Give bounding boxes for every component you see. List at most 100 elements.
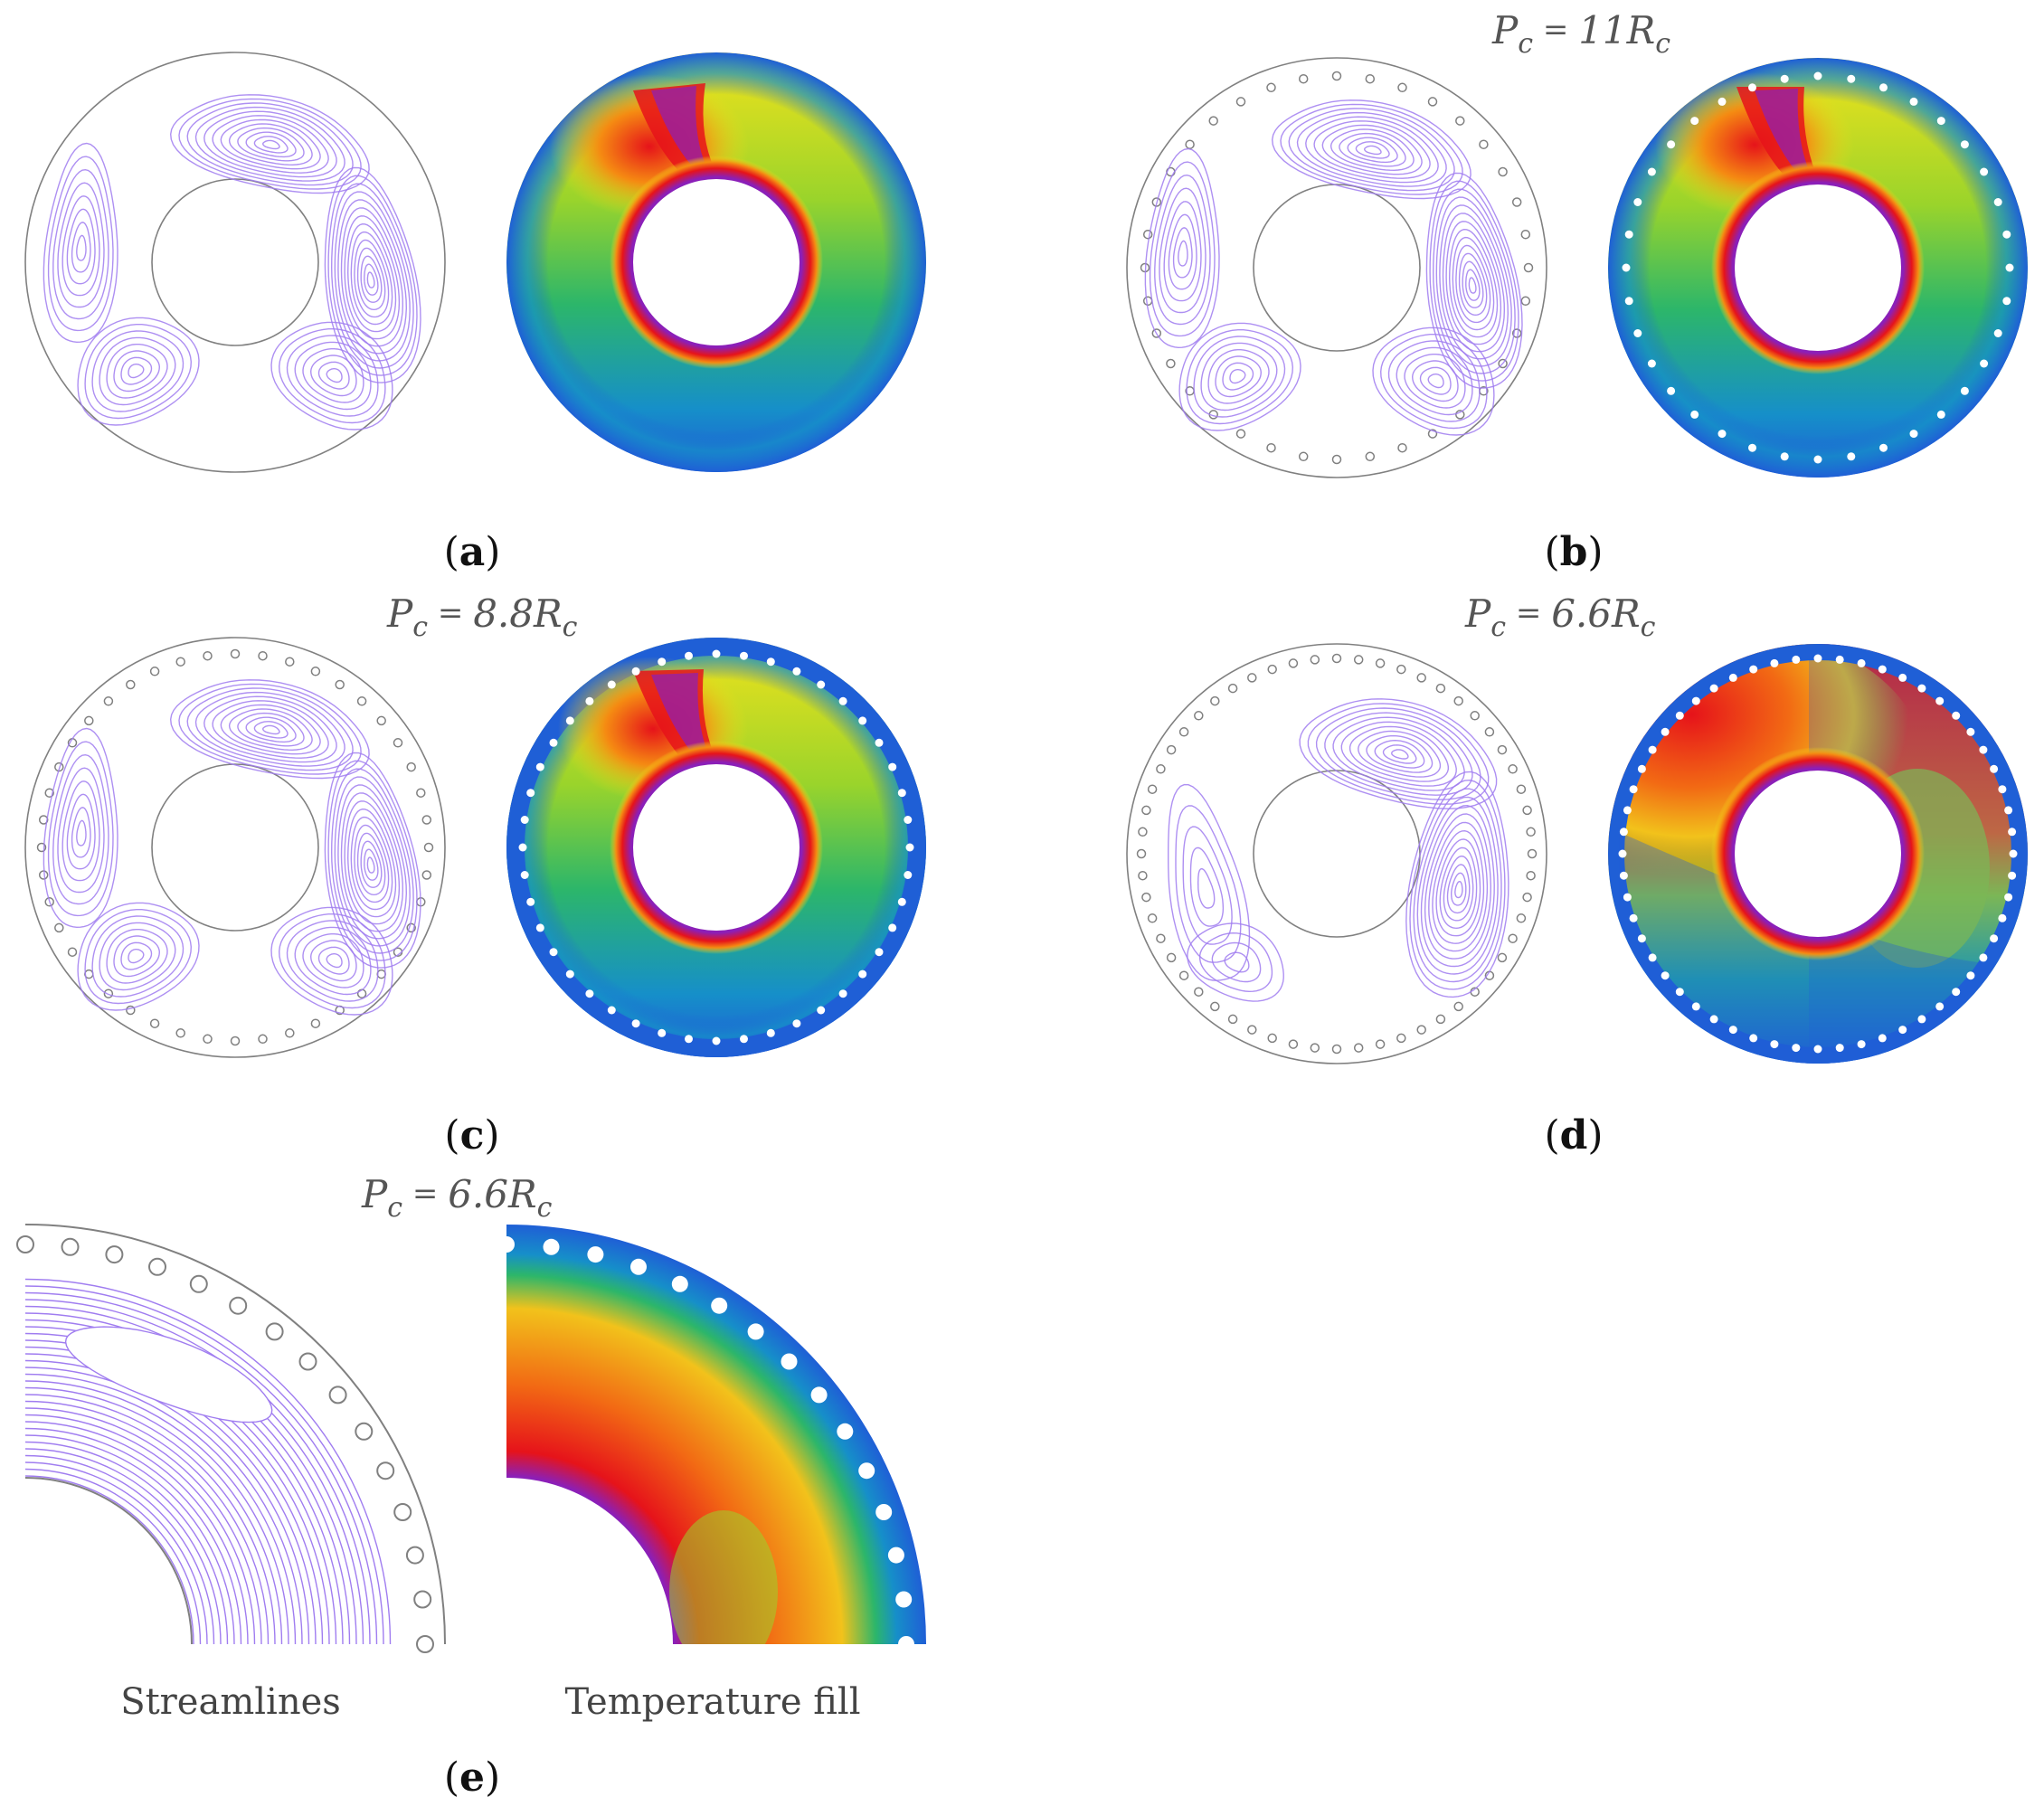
streamline: [66, 208, 96, 285]
pipe-hole: [1508, 933, 1518, 943]
pipe-hole: [858, 716, 867, 725]
pipe-hole: [1331, 653, 1342, 664]
streamline: [76, 234, 87, 261]
streamline: [1425, 172, 1523, 389]
inner-wall: [1253, 770, 1421, 938]
temperature-plot-c: [506, 638, 926, 1057]
pipe-hole: [1847, 74, 1856, 83]
pipe-hole: [1633, 198, 1642, 206]
pipe-hole: [1508, 764, 1518, 774]
pipe-hole: [858, 1462, 875, 1480]
pipe-hole: [203, 650, 213, 661]
pipe-hole: [712, 1036, 721, 1045]
pipe-hole: [1470, 711, 1480, 721]
pipe-hole: [1141, 892, 1151, 903]
streamline: [57, 182, 105, 308]
streamline: [1347, 137, 1398, 164]
streamline: [1321, 124, 1423, 175]
pipe-hole: [1690, 117, 1699, 126]
pipe-hole: [1878, 665, 1887, 674]
pipe-hole: [1235, 429, 1246, 439]
streamline: [84, 909, 193, 1005]
streamline-plot-d: [1126, 643, 1547, 1064]
pipe-hole: [520, 871, 529, 879]
streamline: [302, 348, 364, 403]
pipe-hole: [1516, 913, 1527, 923]
pipe-hole: [1709, 684, 1718, 693]
pipe-hole: [1166, 744, 1177, 755]
streamline: [360, 255, 383, 303]
streamline: [43, 142, 118, 344]
pipe-hole: [1667, 140, 1676, 149]
pipe-hole: [1748, 443, 1756, 452]
streamline: [1144, 147, 1220, 349]
pipe-hole: [1185, 139, 1195, 149]
pipe-hole: [2002, 297, 2011, 306]
streamline: [1413, 788, 1502, 983]
streamline: [1299, 698, 1498, 809]
streamline: [1455, 244, 1491, 324]
outer-wall: [24, 637, 446, 1058]
streamline: [1200, 342, 1278, 411]
pipe-hole: [1667, 386, 1676, 395]
streamline: [1409, 779, 1506, 990]
pipe-hole: [2005, 263, 2014, 272]
pipe-hole: [1267, 664, 1277, 675]
pipe-hole: [535, 923, 544, 932]
streamline: [1428, 821, 1489, 952]
streamline: [1348, 725, 1449, 782]
streamline: [1222, 362, 1254, 391]
streamline: [1363, 145, 1382, 156]
pipe-hole: [897, 789, 906, 798]
streamline: [1432, 829, 1485, 944]
pipe-hole: [1227, 1014, 1238, 1025]
pipe-hole: [38, 815, 49, 825]
streamline: [1439, 204, 1509, 360]
streamline: [1288, 108, 1455, 192]
pipe-hole: [838, 989, 847, 998]
streamline: [24, 1414, 256, 1645]
streamline: [1168, 783, 1251, 981]
pipe-hole: [1142, 296, 1153, 307]
pipe-hole: [1210, 695, 1220, 706]
streamline: [128, 364, 145, 379]
streamline: [317, 946, 350, 975]
streamline: [128, 949, 145, 964]
pipe-hole: [1331, 71, 1342, 81]
streamline: [91, 330, 185, 412]
pipe-hole: [526, 789, 535, 798]
pipe-hole: [1522, 805, 1532, 816]
pc-symbol: P: [1491, 8, 1519, 52]
pipe-hole: [549, 948, 558, 957]
pipe-hole: [1497, 744, 1508, 755]
streamline: [71, 222, 91, 273]
streamline: [1296, 111, 1447, 187]
streamline: [1435, 196, 1512, 367]
streamline: [1391, 749, 1409, 760]
pipe-hole: [229, 1296, 248, 1315]
pipe-hole: [1484, 727, 1495, 737]
pipe-hole: [1661, 971, 1670, 980]
pc-label-b: Pc = 11Rc: [1491, 8, 1670, 60]
pipe-hole: [685, 651, 693, 660]
streamline-set: [43, 94, 421, 430]
streamline: [24, 1380, 289, 1645]
streamline: [57, 767, 105, 894]
pipe-hole: [1691, 696, 1700, 705]
pipe-hole: [2008, 871, 2017, 880]
inner-wall: [24, 1477, 193, 1645]
streamline: [24, 1468, 202, 1645]
pipe-hole: [607, 1006, 616, 1015]
pipe-hole: [1748, 83, 1756, 92]
streamline: [24, 1278, 392, 1645]
pipe-hole: [1235, 97, 1246, 107]
streamline-plot-c: [24, 637, 446, 1058]
streamline: [64, 1326, 273, 1423]
pipe-hole: [84, 715, 94, 726]
pipe-hole: [1522, 892, 1532, 903]
pipe-hole: [549, 738, 558, 747]
streamline: [337, 199, 408, 355]
pipe-hole: [1416, 1025, 1426, 1035]
pipe-hole: [1728, 673, 1737, 682]
pipe-hole: [1661, 727, 1670, 736]
